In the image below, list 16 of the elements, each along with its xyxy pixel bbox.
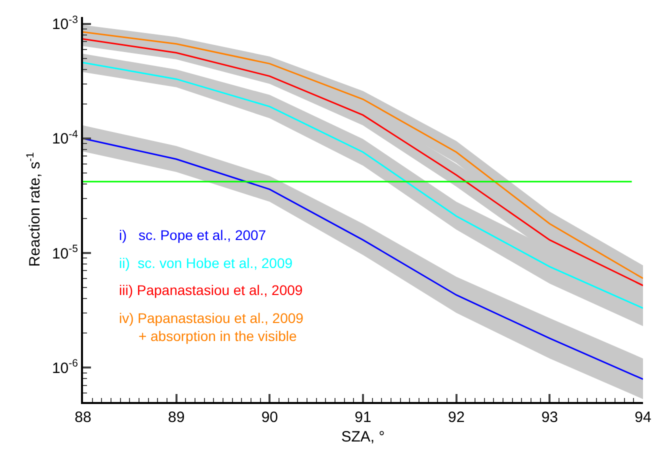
text: i) sc. Pope et al., 2007 bbox=[119, 227, 266, 243]
text: iii) Papanastasiou et al., 2009 bbox=[119, 282, 303, 298]
y-tick-label: 10$^{-5}$ bbox=[52, 242, 78, 262]
x-axis-title: SZA, ° bbox=[341, 428, 385, 446]
y-tick-label: 10$^{-4}$ bbox=[52, 128, 78, 148]
x-tick-label: 91 bbox=[354, 409, 372, 426]
x-tick-label: 92 bbox=[448, 409, 465, 426]
x-tick-label: 89 bbox=[168, 409, 185, 426]
x-tick-label: 88 bbox=[74, 409, 92, 426]
x-tick-label: 90 bbox=[261, 409, 278, 426]
y-tick-label: 10$^{-3}$ bbox=[52, 14, 78, 34]
y-tick-label: 10$^{-6}$ bbox=[52, 357, 78, 377]
text: ii) sc. von Hobe et al., 2009 bbox=[119, 255, 293, 271]
x-tick-label: 93 bbox=[541, 409, 558, 426]
text: iv) Papanastasiou et al., 2009 + absorption in the visible bbox=[119, 310, 304, 344]
x-tick-label: 94 bbox=[634, 409, 652, 426]
